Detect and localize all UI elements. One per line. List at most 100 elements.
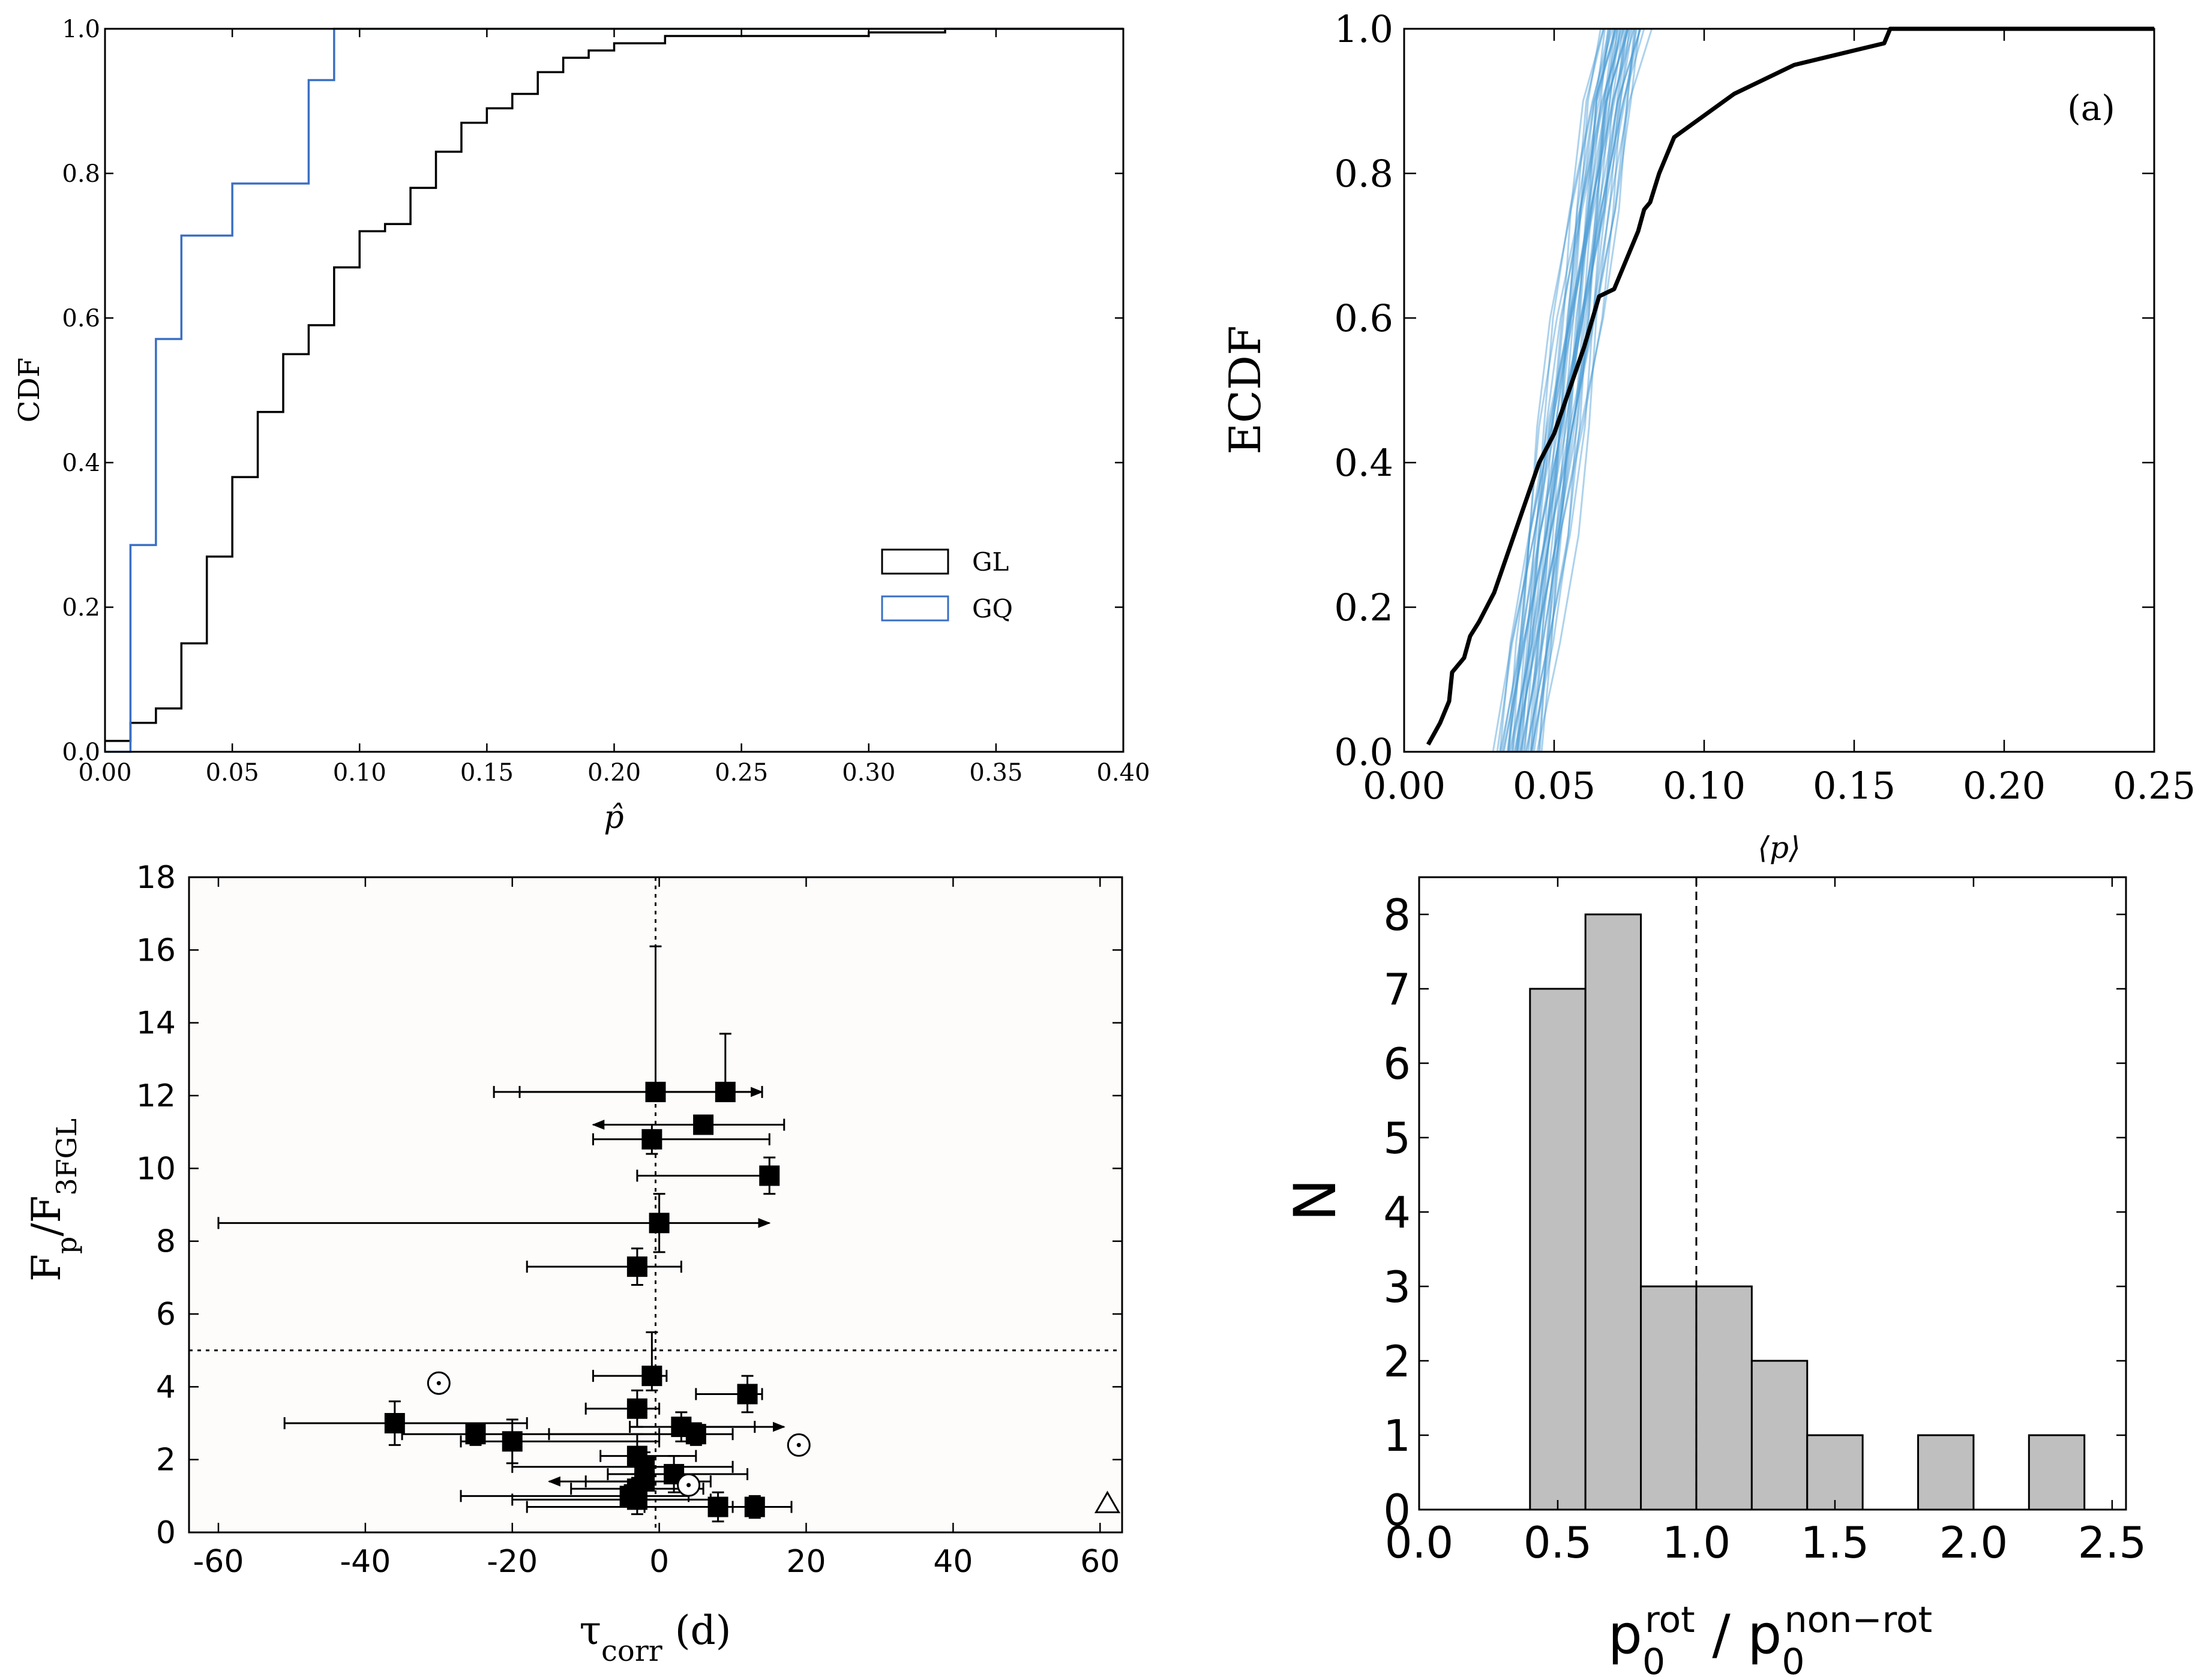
circle-marker-dot (796, 1442, 801, 1447)
y-tick-label: 0.2 (1334, 586, 1393, 629)
ylabel-part: p (50, 1237, 83, 1254)
ecdf-simulation-line (1519, 28, 1678, 752)
square-marker (626, 1256, 647, 1277)
y-tick-label: 0.4 (62, 449, 100, 477)
ecdf-simulation-line (1506, 28, 1680, 752)
x-tick-label: 0.15 (1813, 764, 1896, 808)
x-tick-label: 0.05 (206, 759, 259, 787)
y-tick-label: 8 (1383, 890, 1411, 940)
y-tick-label: 3 (1383, 1262, 1411, 1312)
panel-ecdf: 0.00 0.05 0.10 0.15 0.20 0.25 0.0 0.2 0.4 0.6 0.8 1… (1220, 7, 2196, 865)
panel-ecdf-frame (1403, 28, 2155, 753)
xlabel-part: corr (601, 1634, 662, 1668)
y-tick-label: 4 (156, 1369, 176, 1405)
y-tick-label: 0.4 (1334, 441, 1393, 485)
cdf-step-line-gl (105, 28, 1123, 742)
histogram-bar (1917, 1434, 1975, 1511)
circle-marker-dot (436, 1381, 441, 1385)
xlabel-part: non−rot (1785, 1599, 1933, 1641)
y-tick-label: 0.0 (1334, 730, 1393, 774)
square-marker (685, 1424, 706, 1445)
x-tick-label: 1.5 (1801, 1517, 1870, 1568)
y-tick-label: 5 (1383, 1113, 1411, 1163)
xlabel-part: p (1608, 1603, 1642, 1666)
x-tick-label: 0.15 (460, 759, 514, 787)
panel-histogram-frame (1418, 876, 2127, 1511)
ecdf-simulation-line (1516, 28, 1690, 752)
ecdf-simulation-line (1533, 28, 1693, 752)
histogram-bar (2028, 1434, 2086, 1511)
ecdf-simulation-line (1501, 28, 1663, 752)
ecdf-simulation-line (1527, 28, 1687, 752)
panel-cdf-frame (104, 28, 1125, 753)
legend-label-gl: GL (972, 547, 1009, 577)
x-tick-label: -20 (487, 1544, 538, 1580)
square-marker (759, 1165, 780, 1186)
ecdf-simulation-line (1531, 28, 1700, 752)
ecdf-simulation-line (1519, 28, 1687, 752)
panel-scatter-xlabel: τcorr (d) (580, 1607, 731, 1668)
y-tick-label: 1 (1383, 1411, 1411, 1461)
x-tick-label: 0.40 (1096, 759, 1150, 787)
panel-ecdf-ylabel: ECDF (1220, 325, 1270, 454)
ylabel-part: /F (23, 1196, 70, 1237)
ecdf-simulation-line (1514, 28, 1688, 752)
ecdf-simulation-line (1513, 28, 1686, 752)
panel-ecdf-annotation: (a) (2067, 88, 2115, 128)
panel-histogram-xlabel: p0rot / p0non−rot (1608, 1599, 1932, 1680)
ecdf-simulation-line (1530, 28, 1697, 752)
y-tick-label: 6 (156, 1297, 176, 1333)
ecdf-simulation-line (1507, 28, 1678, 752)
y-tick-label: 2 (156, 1442, 176, 1478)
square-marker (744, 1496, 765, 1517)
ecdf-simulation-line (1507, 28, 1667, 752)
y-tick-label: 2 (1383, 1336, 1411, 1387)
y-tick-label: 0.2 (62, 594, 100, 622)
histogram-bar (1750, 1360, 1809, 1511)
panel-cdf: 0.00 0.05 0.10 0.15 0.20 0.25 0.30 0.35 0.40 0.0 0… (13, 16, 1150, 836)
ecdf-simulation-line (1530, 28, 1693, 752)
x-tick-label: 0.10 (333, 759, 386, 787)
histogram-bar (1695, 1285, 1753, 1511)
panel-scatter: -60 -40 -20 0 20 40 60 0 2 4 6 8 10 12 14 16 18 Fp/F3FGL… (23, 860, 1123, 1668)
y-tick-label: 0 (156, 1515, 176, 1551)
y-tick-label: 0.6 (1334, 296, 1393, 340)
x-tick-label: 1.0 (1662, 1517, 1731, 1568)
ecdf-observed-line (1426, 26, 2154, 746)
square-marker (626, 1398, 647, 1419)
square-marker (641, 1366, 662, 1387)
ecdf-simulation-line (1502, 28, 1675, 752)
ecdf-simulation-line (1512, 28, 1672, 752)
x-tick-label: 0.20 (587, 759, 641, 787)
panel-scatter-ylabel: Fp/F3FGL (23, 1118, 83, 1282)
ecdf-simulation-line (1539, 28, 1702, 752)
histogram-bar (1640, 1285, 1698, 1511)
histogram-bar (1529, 988, 1587, 1511)
square-marker (693, 1114, 714, 1135)
ecdf-simulation-line (1525, 28, 1696, 752)
x-tick-label: -40 (340, 1544, 391, 1580)
x-tick-label: 40 (933, 1544, 973, 1580)
x-tick-label: 0.5 (1524, 1517, 1593, 1568)
x-tick-label: 0.25 (2113, 764, 2196, 808)
ecdf-simulation-line (1496, 28, 1669, 752)
panel-ecdf-xlabel: ⟨p⟩ (1758, 830, 1800, 865)
triangle-marker (1094, 1490, 1121, 1513)
x-tick-label: 0.20 (1963, 764, 2046, 808)
circle-marker-dot (686, 1483, 691, 1487)
y-tick-label: 0 (1383, 1485, 1411, 1535)
y-tick-label: 18 (136, 860, 176, 896)
ecdf-simulation-line (1512, 28, 1672, 752)
y-tick-label: 6 (1383, 1039, 1411, 1089)
ecdf-simulation-line (1520, 28, 1684, 752)
panel-cdf-xlabel: p̂ (604, 800, 623, 836)
x-tick-label: 60 (1080, 1544, 1120, 1580)
x-tick-label: 0.10 (1663, 764, 1746, 808)
ecdf-simulation-line (1530, 28, 1689, 752)
panel-cdf-ylabel: CDF (13, 358, 46, 423)
x-tick-label: 0.35 (969, 759, 1022, 787)
x-tick-label: 0.25 (715, 759, 768, 787)
ecdf-simulation-line (1536, 28, 1707, 752)
